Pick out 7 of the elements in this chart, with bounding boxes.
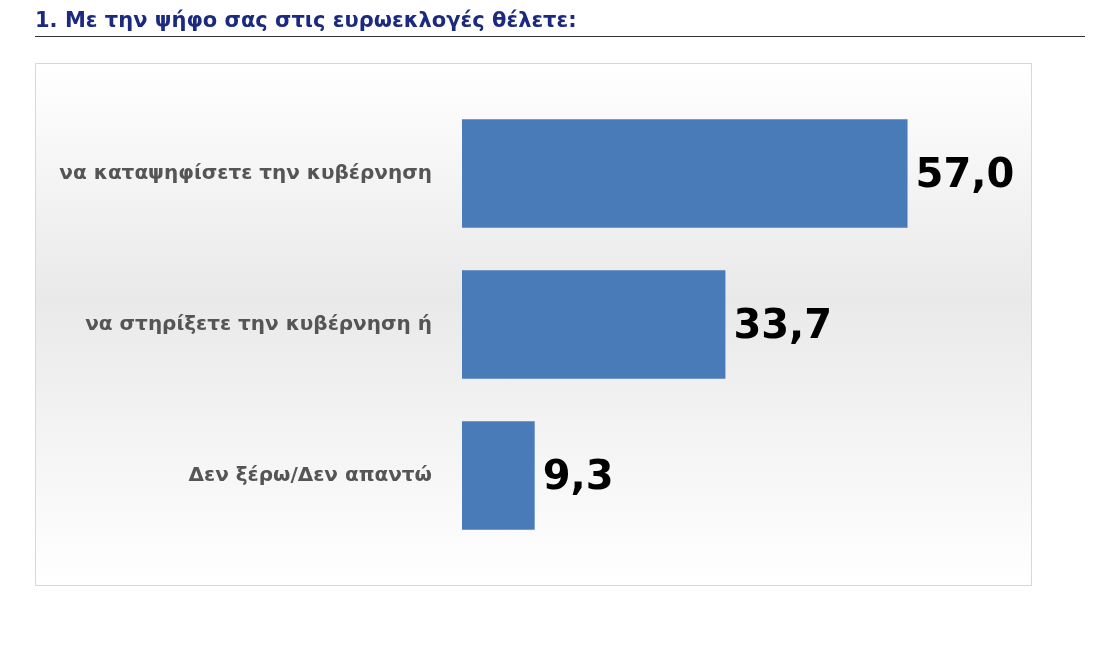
- data-label: 9,3: [542, 451, 614, 498]
- y-tick-label: να καταψηφίσετε την κυβέρνηση: [59, 159, 432, 184]
- y-tick-label: να στηρίξετε την κυβέρνηση ή: [85, 310, 432, 335]
- data-label: 33,7: [733, 300, 833, 347]
- y-tick-label: Δεν ξέρω/Δεν απαντώ: [188, 461, 432, 486]
- chart-title: 1. Με την ψήφο σας στις ευρωεκλογές θέλετε:: [35, 8, 1085, 37]
- data-label: 57,0: [915, 149, 1015, 196]
